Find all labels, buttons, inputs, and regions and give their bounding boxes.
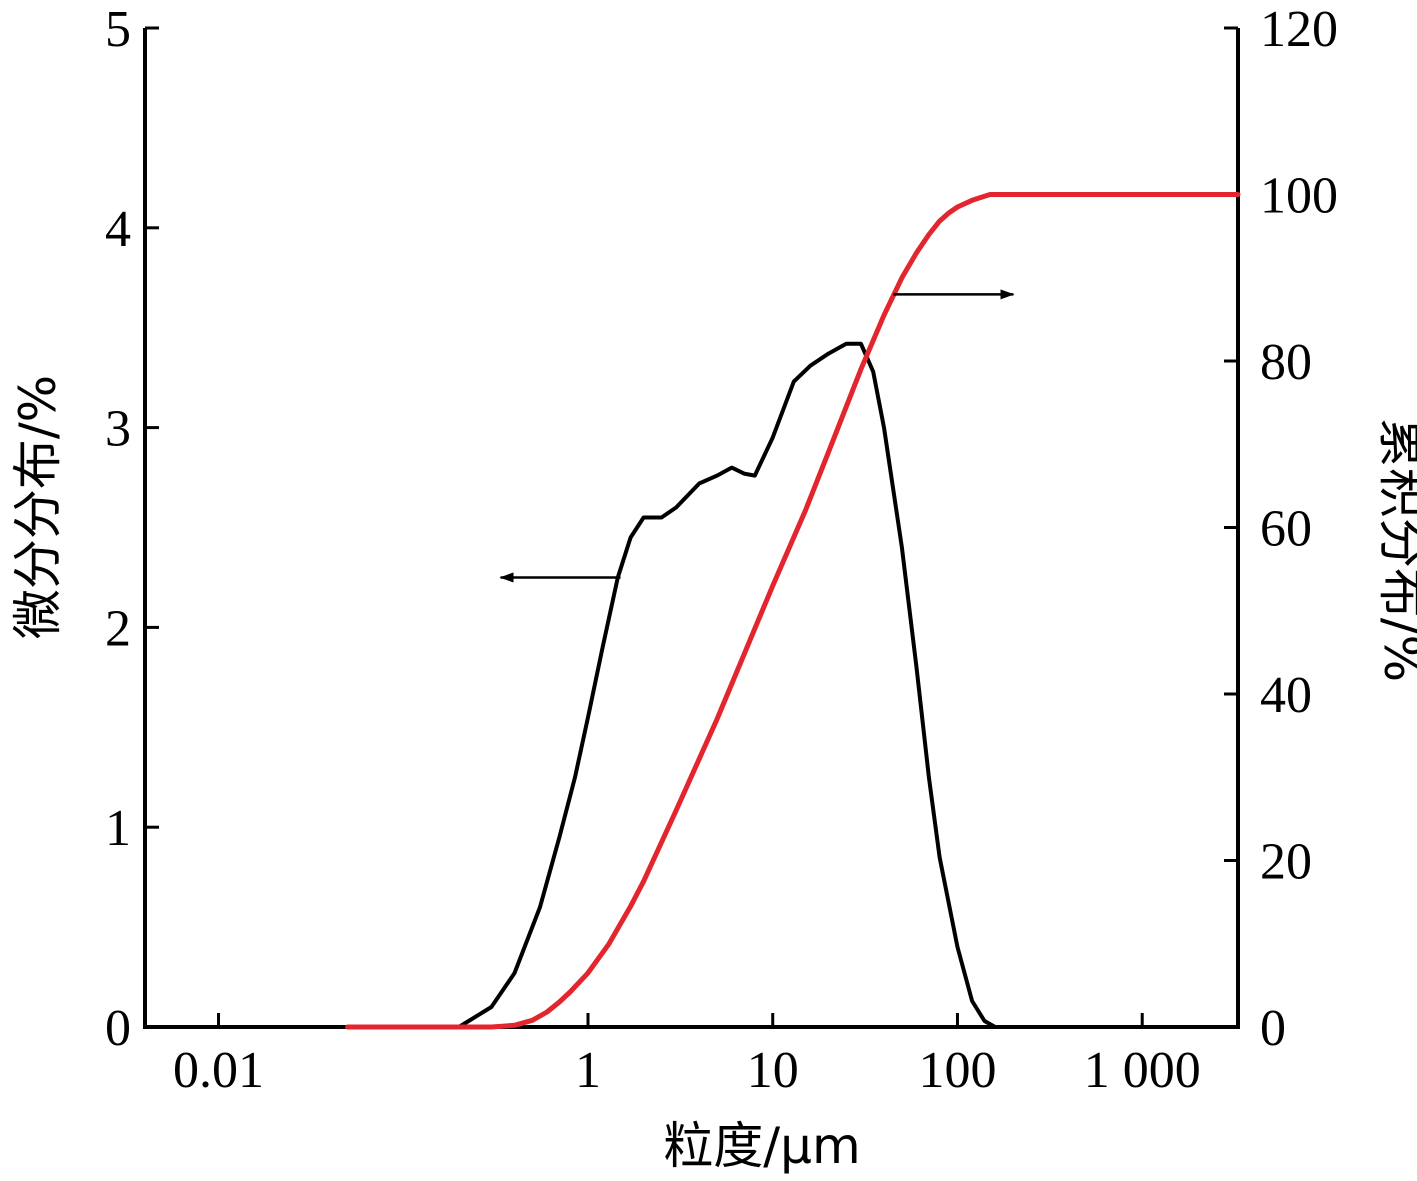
left-y-ticks: 0 1 2 3 4 5 bbox=[105, 1, 159, 1057]
right-y-tick-label-2: 40 bbox=[1260, 667, 1312, 724]
right-y-ticks: 0 20 40 60 80 100 120 bbox=[1224, 1, 1338, 1057]
x-tick-label-0: 0.01 bbox=[173, 1042, 264, 1099]
x-tick-label-4: 1 000 bbox=[1084, 1042, 1201, 1099]
x-ticks: 0.01 1 10 100 1 000 bbox=[173, 1013, 1201, 1099]
left-y-tick-label-3: 3 bbox=[105, 401, 131, 458]
right-y-tick-label-4: 80 bbox=[1260, 334, 1312, 391]
x-tick-label-3: 100 bbox=[918, 1042, 996, 1099]
right-y-tick-label-3: 60 bbox=[1260, 501, 1312, 558]
right-y-axis-title: 累积分布/% bbox=[1373, 418, 1417, 682]
x-tick-label-1: 1 bbox=[575, 1042, 601, 1099]
left-y-axis-title: 微分分布/% bbox=[9, 375, 67, 639]
right-y-tick-label-0: 0 bbox=[1260, 1000, 1286, 1057]
axes bbox=[143, 28, 1240, 1029]
right-y-tick-label-6: 120 bbox=[1260, 1, 1338, 58]
right-y-tick-label-5: 100 bbox=[1260, 168, 1338, 225]
right-y-tick-label-1: 20 bbox=[1260, 834, 1312, 891]
left-y-tick-label-4: 4 bbox=[105, 201, 131, 258]
x-axis-title: 粒度/μm bbox=[663, 1117, 860, 1175]
series-layer bbox=[345, 192, 1241, 1030]
left-y-tick-label-0: 0 bbox=[105, 1000, 131, 1057]
left-y-tick-label-5: 5 bbox=[105, 1, 131, 58]
left-y-tick-label-2: 2 bbox=[105, 600, 131, 657]
cumulative-distribution-line bbox=[345, 192, 1241, 1030]
x-tick-label-2: 10 bbox=[747, 1042, 799, 1099]
annotation-layer bbox=[499, 289, 1015, 583]
differential-distribution-line bbox=[345, 341, 1233, 1029]
left-y-tick-label-1: 1 bbox=[105, 800, 131, 857]
